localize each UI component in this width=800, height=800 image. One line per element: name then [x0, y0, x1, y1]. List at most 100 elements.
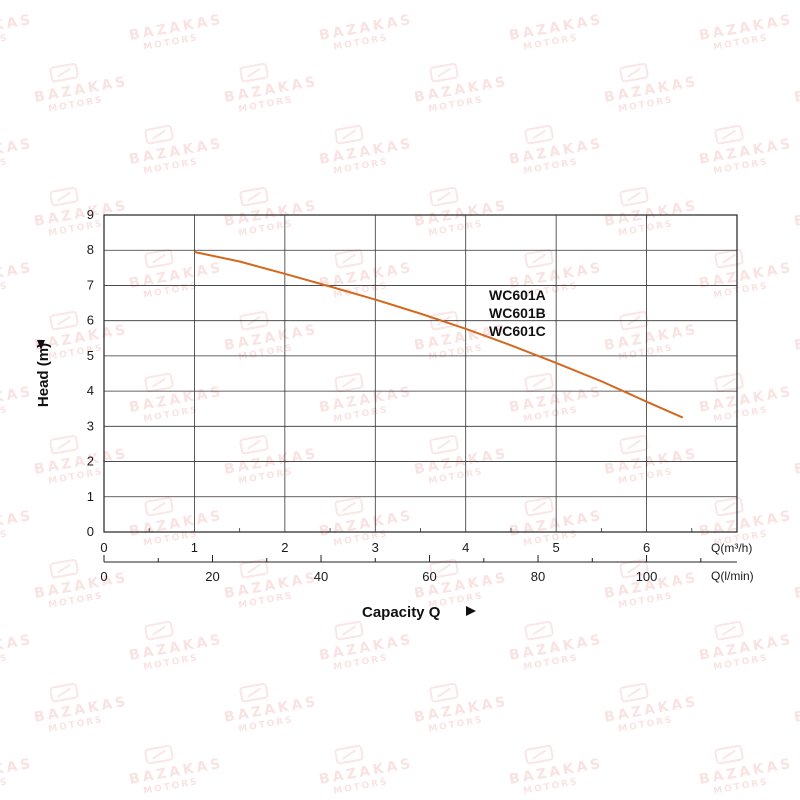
x-secondary-tick-label: 80 [531, 569, 545, 584]
y-axis-title-group: Head (m) [35, 343, 52, 407]
watermark-badge-icon [714, 124, 744, 145]
watermark-badge-icon [619, 62, 649, 83]
watermark-badge-icon [524, 744, 554, 765]
watermark-badge-icon [524, 372, 554, 393]
svg-text:MOTORS: MOTORS [0, 777, 9, 797]
watermark-badge-icon [619, 186, 649, 207]
watermark-badge-icon [49, 310, 79, 331]
y-tick-label: 0 [87, 524, 94, 539]
watermark-badge-icon [239, 62, 269, 83]
watermark-badge-icon [334, 496, 364, 517]
watermark-badge-icon [714, 248, 744, 269]
watermark-badge-icon [714, 744, 744, 765]
watermark-badge-icon [714, 372, 744, 393]
x-secondary-tick-label: 40 [314, 569, 328, 584]
watermark-badge-icon [239, 682, 269, 703]
x-secondary-tick-label: 0 [100, 569, 107, 584]
watermark-badge-icon [144, 496, 174, 517]
x-primary-tick-label: 0 [100, 540, 107, 555]
x-axis-secondary: 0 20 40 60 80 100 [100, 555, 737, 584]
svg-text:MOTORS: MOTORS [0, 405, 9, 425]
x-primary-unit-label: Q(m³/h) [711, 541, 752, 555]
svg-text:BAZAKAS: BAZAKAS [793, 322, 800, 354]
svg-text:BAZAKAS: BAZAKAS [793, 694, 800, 726]
x-secondary-tick-label: 100 [636, 569, 658, 584]
x-axis-title: Capacity Q [362, 604, 441, 621]
x-secondary-unit-label: Q(l/min) [711, 569, 754, 583]
x-primary-tick-label: 2 [281, 540, 288, 555]
plot-frame [103, 214, 738, 533]
watermark-badge-icon [334, 620, 364, 641]
y-axis-arrow-icon [37, 340, 45, 350]
model-label-1: WC601A [489, 287, 546, 303]
svg-text:MOTORS: MOTORS [0, 529, 9, 549]
x-primary-tick-label: 6 [643, 540, 650, 555]
svg-text:BAZAKAS: BAZAKAS [793, 570, 800, 602]
watermark-badge-icon [49, 62, 79, 83]
watermark-badge-icon [429, 434, 459, 455]
model-labels: WC601A WC601B WC601C [489, 287, 546, 339]
watermark-badge-icon [524, 248, 554, 269]
y-tick-label: 6 [87, 313, 94, 328]
x-axis-primary-ticks: 0 1 2 3 4 5 6 [100, 540, 650, 555]
svg-text:MOTORS: MOTORS [0, 281, 9, 301]
watermark-badge-icon [49, 558, 79, 579]
y-tick-label: 5 [87, 348, 94, 363]
y-tick-label: 1 [87, 489, 94, 504]
svg-text:BAZAKAS: BAZAKAS [793, 198, 800, 230]
watermark-badge-icon [144, 372, 174, 393]
model-label-2: WC601B [489, 305, 546, 321]
y-tick-label: 2 [87, 454, 94, 469]
y-tick-label: 4 [87, 383, 94, 398]
watermark-badge-icon [239, 186, 269, 207]
y-tick-label: 3 [87, 418, 94, 433]
x-axis-arrow-icon [466, 606, 476, 616]
watermark-badge-icon [144, 248, 174, 269]
watermark-badge-icon [144, 744, 174, 765]
watermark-badge-icon [429, 62, 459, 83]
svg-text:MOTORS: MOTORS [0, 653, 9, 673]
watermark-badge-icon [334, 124, 364, 145]
watermark-badge-icon [429, 186, 459, 207]
x-secondary-tick-label: 60 [422, 569, 436, 584]
series-layer [194, 251, 684, 419]
y-axis-ticks: 0 1 2 3 4 5 6 7 8 9 [87, 207, 94, 539]
watermark-badge-icon [619, 682, 649, 703]
x-primary-tick-label: 4 [462, 540, 469, 555]
y-tick-label: 7 [87, 277, 94, 292]
y-tick-label: 8 [87, 242, 94, 257]
watermark-badge-icon [334, 248, 364, 269]
watermark-badge-icon [49, 434, 79, 455]
y-axis-title: Head (m) [35, 343, 52, 407]
watermark-badge-icon [429, 682, 459, 703]
chart-grid [103, 214, 738, 533]
svg-text:BAZAKAS: BAZAKAS [793, 446, 800, 478]
watermark-badge-icon [334, 372, 364, 393]
watermark-badge-icon [144, 620, 174, 641]
x-primary-tick-label: 3 [372, 540, 379, 555]
watermark-badge-icon [524, 620, 554, 641]
watermark-badge-icon [334, 744, 364, 765]
watermark-badge-icon [144, 124, 174, 145]
model-label-3: WC601C [489, 323, 546, 339]
watermark-badge-icon [524, 496, 554, 517]
svg-text:BAZAKAS: BAZAKAS [793, 74, 800, 106]
x-primary-tick-label: 1 [191, 540, 198, 555]
svg-text:MOTORS: MOTORS [0, 33, 9, 53]
watermark-badge-icon [714, 496, 744, 517]
x-secondary-tick-label: 20 [205, 569, 219, 584]
watermark-badge-icon [714, 620, 744, 641]
svg-text:MOTORS: MOTORS [0, 157, 9, 177]
x-primary-tick-label: 5 [553, 540, 560, 555]
y-tick-label: 9 [87, 207, 94, 222]
series-line [194, 251, 684, 419]
watermark-badge-icon [49, 186, 79, 207]
watermark-badge-icon [524, 124, 554, 145]
watermark-badge-icon [49, 682, 79, 703]
